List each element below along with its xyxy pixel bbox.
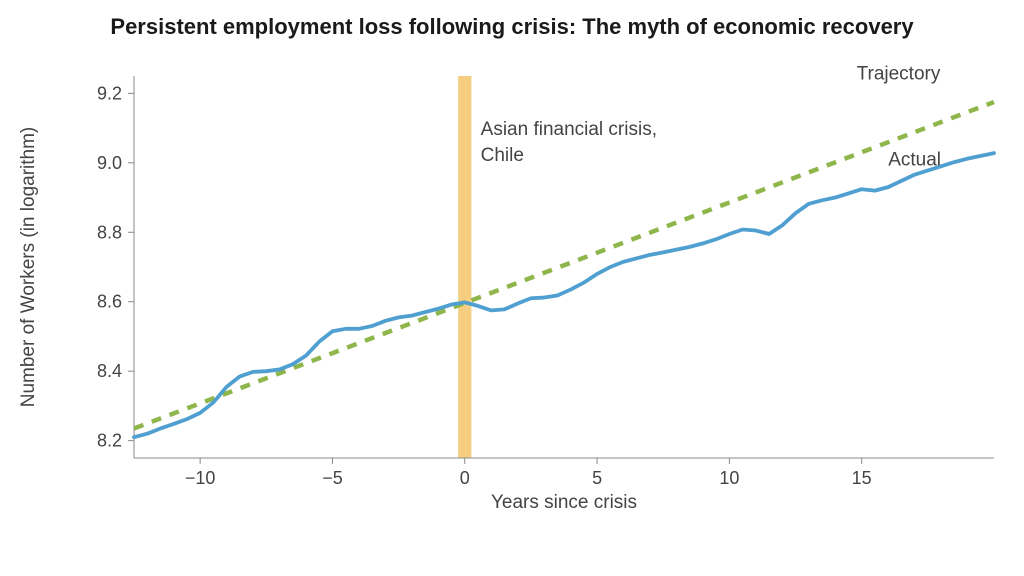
series-trajectory bbox=[134, 102, 994, 428]
y-tick-label: 8.8 bbox=[97, 222, 122, 242]
y-tick-label: 9.0 bbox=[97, 153, 122, 173]
y-axis-title: Number of Workers (in logarithm) bbox=[18, 127, 39, 408]
crisis-band bbox=[458, 76, 471, 458]
label-trajectory: Trajectory bbox=[857, 63, 941, 84]
x-tick-label: 5 bbox=[592, 468, 602, 488]
x-tick-label: 10 bbox=[719, 468, 739, 488]
y-tick-label: 8.2 bbox=[97, 431, 122, 451]
page: Persistent employment loss following cri… bbox=[0, 0, 1024, 576]
y-tick-label: 8.4 bbox=[97, 361, 122, 381]
x-axis-title: Years since crisis bbox=[491, 492, 637, 513]
annotation-line: Asian financial crisis, bbox=[481, 119, 657, 140]
x-tick-label: −10 bbox=[185, 468, 216, 488]
x-tick-label: −5 bbox=[322, 468, 343, 488]
series-actual bbox=[134, 153, 994, 437]
chart-title: Persistent employment loss following cri… bbox=[0, 14, 1024, 40]
y-tick-label: 8.6 bbox=[97, 292, 122, 312]
plot-area: −10 −5 0 5 10 15 8.2 8.4 8.6 8.8 9.0 9.2 Years since… bbox=[90, 70, 1000, 510]
y-tick-label: 9.2 bbox=[97, 83, 122, 103]
x-tick-label: 15 bbox=[852, 468, 872, 488]
label-actual: Actual bbox=[888, 150, 941, 171]
annotation-line: Chile bbox=[481, 145, 524, 166]
chart-svg: −10 −5 0 5 10 15 8.2 8.4 8.6 8.8 9.0 9.2 Years since… bbox=[90, 70, 1000, 510]
x-tick-label: 0 bbox=[460, 468, 470, 488]
